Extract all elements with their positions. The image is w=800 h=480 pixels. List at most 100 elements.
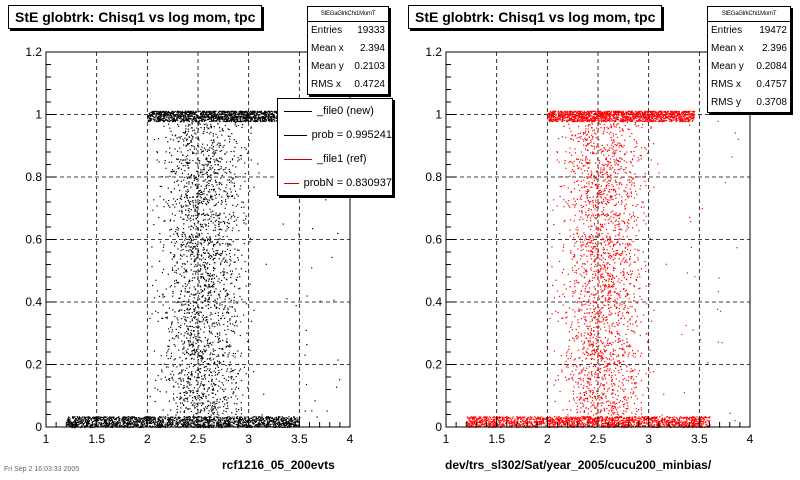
data-point — [102, 417, 104, 419]
data-point — [199, 337, 201, 339]
data-point — [194, 132, 196, 134]
data-point — [214, 227, 216, 229]
data-point — [230, 116, 232, 118]
data-point — [69, 422, 71, 424]
data-point — [74, 419, 76, 422]
data-point — [274, 112, 276, 114]
data-point — [203, 188, 205, 190]
data-point — [185, 271, 187, 273]
data-point — [222, 236, 224, 238]
data-point — [181, 244, 183, 246]
data-point — [276, 111, 278, 113]
data-point — [234, 285, 236, 288]
data-point — [179, 402, 182, 404]
data-point — [226, 370, 228, 372]
data-point — [192, 152, 194, 155]
data-point — [192, 277, 194, 279]
data-point — [239, 295, 241, 298]
data-point — [190, 424, 192, 427]
data-point — [212, 112, 214, 114]
data-point — [163, 125, 165, 127]
data-point — [197, 330, 199, 332]
data-point — [233, 391, 235, 393]
data-point — [77, 420, 79, 422]
data-point — [224, 417, 226, 419]
data-point — [157, 418, 159, 420]
data-point — [191, 111, 193, 113]
data-point — [127, 422, 129, 425]
data-point — [226, 417, 228, 419]
data-point — [203, 419, 206, 421]
data-point — [181, 275, 183, 277]
data-point — [224, 153, 226, 155]
data-point — [180, 159, 182, 161]
data-point — [88, 422, 91, 424]
data-point — [206, 144, 208, 146]
data-point — [129, 421, 131, 423]
data-point — [101, 423, 103, 425]
data-point — [180, 196, 182, 198]
data-point — [185, 417, 187, 419]
data-point — [165, 422, 167, 424]
data-point — [199, 285, 201, 287]
data-point — [195, 236, 197, 238]
data-point — [197, 203, 199, 205]
data-point — [260, 418, 262, 420]
data-point — [71, 427, 73, 429]
data-point — [168, 421, 170, 423]
data-point — [293, 421, 295, 424]
data-point — [249, 116, 251, 118]
data-point — [189, 334, 191, 336]
data-point — [261, 414, 263, 416]
data-point — [232, 352, 234, 355]
data-point — [177, 184, 180, 186]
data-point — [229, 418, 231, 420]
data-point — [183, 416, 185, 418]
data-point — [229, 114, 231, 116]
data-point — [250, 320, 253, 322]
data-point — [200, 421, 202, 423]
data-point — [207, 238, 209, 240]
data-point — [266, 418, 268, 420]
data-point — [246, 420, 249, 422]
data-point — [189, 340, 191, 342]
data-point — [221, 424, 223, 426]
data-point — [182, 115, 184, 117]
data-point — [276, 112, 278, 114]
data-point — [185, 214, 187, 216]
data-point — [241, 110, 243, 112]
data-point — [178, 116, 180, 118]
data-point — [195, 184, 197, 186]
data-point — [201, 232, 203, 235]
data-point — [237, 424, 239, 426]
data-point — [293, 425, 295, 427]
data-point — [175, 114, 177, 116]
data-point — [81, 423, 83, 425]
data-point — [232, 211, 235, 214]
data-point — [198, 139, 200, 141]
data-point — [200, 340, 202, 342]
data-point — [208, 175, 210, 177]
data-point — [200, 276, 202, 278]
data-point — [123, 423, 125, 425]
data-point — [229, 263, 231, 265]
data-point — [97, 420, 99, 422]
data-point — [159, 424, 161, 426]
data-point — [185, 419, 187, 421]
data-point — [262, 418, 264, 420]
data-point — [173, 420, 175, 422]
data-point — [222, 146, 224, 148]
data-point — [176, 118, 178, 120]
data-point — [201, 276, 203, 278]
data-point — [244, 147, 246, 149]
data-point — [218, 425, 221, 427]
data-point — [252, 418, 254, 420]
data-point — [133, 420, 135, 422]
data-point — [217, 280, 219, 282]
data-point — [183, 140, 185, 142]
data-point — [154, 423, 156, 425]
data-point — [74, 416, 76, 418]
data-point — [205, 214, 207, 216]
data-point — [297, 424, 299, 426]
data-point — [253, 371, 255, 373]
